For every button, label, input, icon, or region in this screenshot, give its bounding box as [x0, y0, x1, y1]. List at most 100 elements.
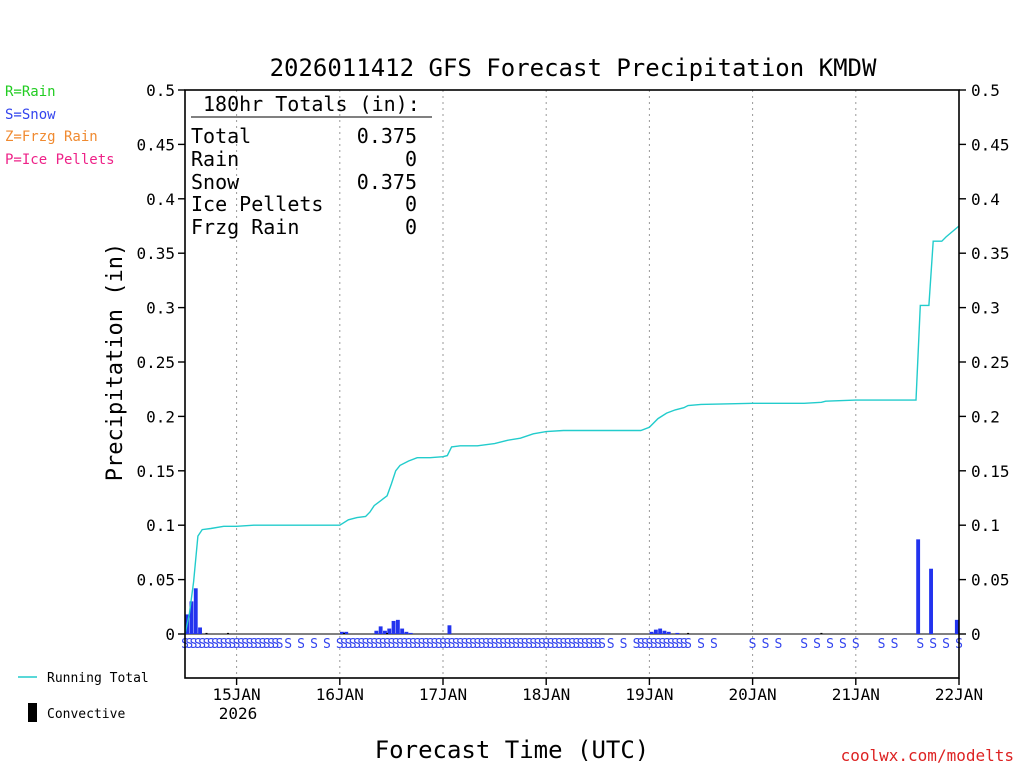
snow-type-mark: S	[190, 637, 198, 652]
snow-type-mark: S	[375, 637, 383, 652]
snow-type-mark: S	[491, 637, 499, 652]
snow-type-mark: S	[916, 637, 924, 652]
snow-type-mark: S	[542, 637, 550, 652]
series-legend: Running Total Convective	[18, 671, 149, 722]
snow-bar	[929, 568, 933, 634]
snow-type-mark: S	[594, 637, 602, 652]
snow-type-mark: S	[521, 637, 529, 652]
snow-type-mark: S	[263, 637, 271, 652]
snow-type-mark: S	[276, 637, 284, 652]
snow-type-mark: S	[203, 637, 211, 652]
snow-type-mark: S	[422, 637, 430, 652]
snow-type-mark: S	[482, 637, 490, 652]
snow-type-mark: S	[671, 637, 679, 652]
convective-bars	[205, 632, 823, 635]
snow-type-mark: S	[254, 637, 262, 652]
snow-type-mark: S	[465, 637, 473, 652]
snow-type-mark: S	[929, 637, 937, 652]
precip-type-legend: R=Rain S=Snow Z=Frzg Rain P=Ice Pellets	[5, 84, 115, 168]
snow-type-mark: S	[684, 637, 692, 652]
snow-type-mark: S	[473, 637, 481, 652]
snow-type-mark: S	[194, 637, 202, 652]
legend-snow: S=Snow	[5, 107, 56, 123]
snow-type-mark: S	[495, 637, 503, 652]
snow-type-mark: S	[211, 637, 219, 652]
snow-type-mark: S	[697, 637, 705, 652]
snow-type-mark: S	[336, 637, 344, 652]
snow-type-mark: S	[667, 637, 675, 652]
y-tick-label-left: 0	[165, 625, 175, 644]
convective-bar	[227, 632, 229, 635]
y-tick-label-left: 0.45	[136, 135, 175, 154]
snow-type-mark: S	[426, 637, 434, 652]
snow-type-mark: S	[310, 637, 318, 652]
snow-type-mark: S	[220, 637, 228, 652]
snow-type-mark: S	[568, 637, 576, 652]
snow-type-mark: S	[405, 637, 413, 652]
snow-bar	[344, 631, 349, 634]
chart-title: 2026011412 GFS Forecast Precipitation KM…	[270, 54, 877, 82]
legend-frzg-rain: Z=Frzg Rain	[5, 129, 98, 145]
snow-type-mark: S	[654, 637, 662, 652]
snow-type-mark: S	[207, 637, 215, 652]
y-tick-label-right: 0.3	[971, 299, 1000, 318]
snow-bar	[193, 588, 198, 634]
snow-bar	[916, 539, 921, 634]
snow-bar	[408, 632, 413, 634]
snow-bar	[954, 619, 959, 634]
convective-bar	[343, 632, 346, 635]
snow-type-mark: S	[241, 637, 249, 652]
snow-type-mark: S	[284, 637, 292, 652]
snow-type-mark: S	[430, 637, 438, 652]
snow-type-mark: S	[852, 637, 860, 652]
precip-bars	[185, 539, 959, 634]
snow-type-mark: S	[516, 637, 524, 652]
snow-type-mark: S	[650, 637, 658, 652]
snow-type-mark: S	[237, 637, 245, 652]
snow-type-mark: S	[839, 637, 847, 652]
snow-type-mark: S	[233, 637, 241, 652]
snow-type-mark: S	[379, 637, 387, 652]
snow-type-mark: S	[555, 637, 563, 652]
snow-type-mark: S	[366, 637, 374, 652]
snow-type-mark: S	[224, 637, 232, 652]
snow-bar	[340, 631, 344, 634]
snow-type-mark: S	[663, 637, 671, 652]
snow-type-mark: S	[749, 637, 757, 652]
snow-type-mark: S	[370, 637, 378, 652]
snow-type-mark: S	[323, 637, 331, 652]
plot-frame	[184, 89, 960, 679]
snow-bar	[649, 631, 654, 634]
snow-bar	[447, 625, 452, 634]
snow-type-mark: S	[271, 637, 279, 652]
snow-type-mark: S	[362, 637, 370, 652]
snow-type-mark: S	[710, 637, 718, 652]
snow-type-mark: S	[564, 637, 572, 652]
snow-bar	[675, 632, 680, 634]
snow-type-mark: S	[607, 637, 615, 652]
legend-rain: R=Rain	[5, 84, 56, 100]
convective-bar	[205, 632, 208, 635]
snow-type-mark: S	[774, 637, 782, 652]
snow-type-mark: S	[598, 637, 606, 652]
snow-type-mark: S	[525, 637, 533, 652]
y-tick-label-right: 0.2	[971, 407, 1000, 426]
x-gridlines	[185, 90, 959, 678]
snow-type-mark: S	[435, 637, 443, 652]
watermark: coolwx.com/modelts	[841, 746, 1014, 765]
snow-bar	[400, 628, 405, 634]
y-tick-label-right: 0.5	[971, 81, 1000, 100]
y-tick-label-left: 0.2	[146, 407, 175, 426]
x-tick-label: 21JAN	[832, 685, 880, 704]
snow-type-mark: S	[258, 637, 266, 652]
snow-type-mark: S	[396, 637, 404, 652]
snow-type-mark: S	[645, 637, 653, 652]
snow-type-mark: S	[392, 637, 400, 652]
snow-type-mark: S	[486, 637, 494, 652]
snow-type-mark: S	[499, 637, 507, 652]
y-tick-label-left: 0.3	[146, 299, 175, 318]
y-tick-label-right: 0.05	[971, 571, 1010, 590]
snow-type-mark: S	[551, 637, 559, 652]
snow-type-mark: S	[448, 637, 456, 652]
